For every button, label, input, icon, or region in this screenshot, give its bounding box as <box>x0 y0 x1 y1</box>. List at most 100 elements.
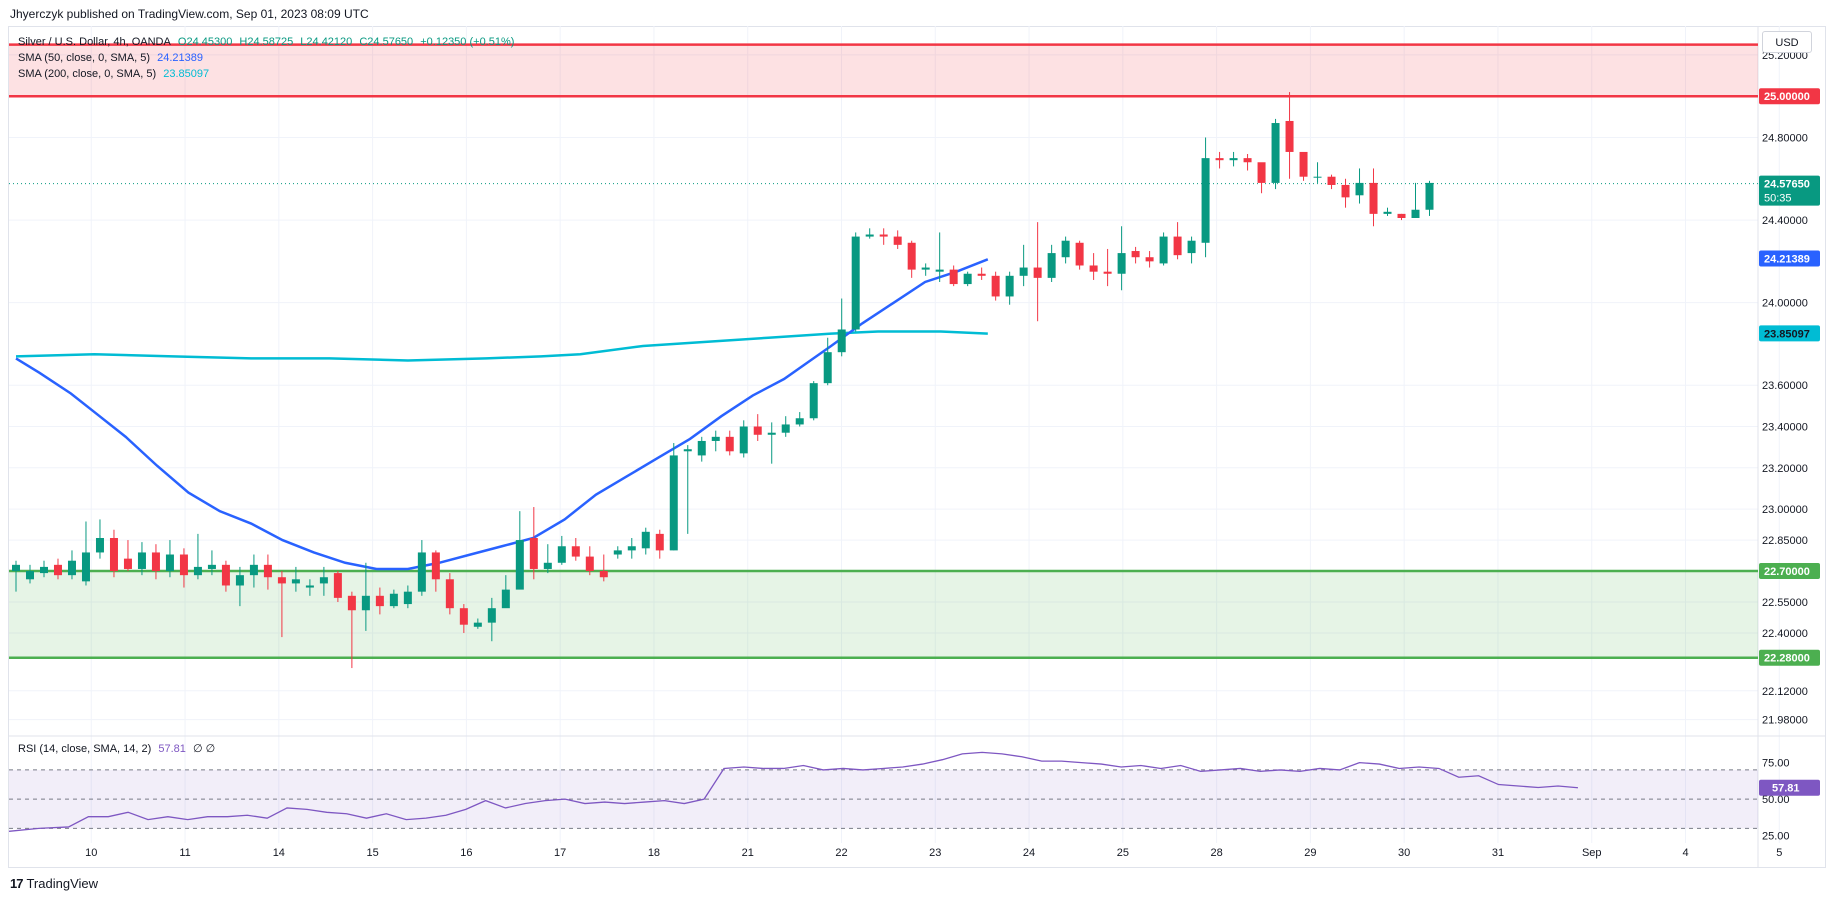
candle <box>95 519 104 559</box>
candle-body <box>977 273 986 276</box>
candle-body <box>207 564 216 569</box>
candle <box>1327 174 1336 190</box>
candle <box>1341 178 1350 208</box>
candle <box>123 540 132 572</box>
candle-body <box>249 564 258 576</box>
candle <box>1145 251 1154 268</box>
legend-low: L24.42120 <box>300 36 353 48</box>
candle <box>221 560 230 592</box>
candle-body <box>767 432 776 435</box>
legend-change: +0.12350 (+0.51%) <box>420 36 515 48</box>
candle-body <box>375 595 384 607</box>
candle <box>1075 240 1084 270</box>
candle-body <box>235 575 244 586</box>
candle <box>487 597 496 642</box>
x-tick-label: 14 <box>273 847 285 859</box>
y-tick-label: 22.85000 <box>1762 535 1808 547</box>
candle-body <box>1117 253 1126 274</box>
candle <box>431 550 440 592</box>
sma50-price-label-bg <box>1759 250 1820 267</box>
candle-body <box>25 571 34 580</box>
x-tick-label: 17 <box>554 847 566 859</box>
x-tick-label: 23 <box>929 847 941 859</box>
rsi-label: RSI (14, close, SMA, 14, 2) <box>18 743 152 755</box>
candle-body <box>487 608 496 623</box>
x-tick-label: 24 <box>1023 847 1035 859</box>
candle <box>67 550 76 580</box>
candle <box>81 521 90 586</box>
candle-body <box>165 554 174 572</box>
candle <box>375 587 384 615</box>
legend-rsi[interactable]: RSI (14, close, SMA, 14, 2) 57.81 ∅ ∅ <box>18 742 219 755</box>
candle <box>1033 222 1042 322</box>
candle <box>977 267 986 280</box>
candle-body <box>543 562 552 569</box>
candle-body <box>1327 176 1336 185</box>
y-tick-label: 23.00000 <box>1762 504 1808 516</box>
current-price-label: 24.57650 50:35 <box>1759 175 1820 206</box>
candle-body <box>389 593 398 607</box>
candle <box>1271 118 1280 190</box>
candle-body <box>263 564 272 578</box>
time-axis[interactable]: 10 11 14 15 16 17 18 21 22 23 24 25 28 29 30 31 Sep 4 5 <box>85 847 1782 859</box>
sma200-price-label: 23.85097 <box>1759 325 1820 342</box>
rsi-tick-label: 25.00 <box>1762 831 1790 843</box>
candle <box>753 414 762 441</box>
x-tick-label: 4 <box>1682 847 1688 859</box>
resistance-price-label: 25.00000 <box>1759 88 1820 105</box>
rsi-pane <box>8 751 1758 832</box>
candle <box>879 228 888 245</box>
sma200-line <box>15 330 988 362</box>
candle-body <box>39 566 48 574</box>
tradingview-logo-icon: 17 <box>10 876 24 891</box>
candle-body <box>1173 236 1182 256</box>
publisher-line: Jhyerczyk published on TradingView.com, … <box>10 7 369 21</box>
support-top-price-label-bg <box>1759 563 1820 580</box>
currency-button[interactable]: USD <box>1762 31 1812 53</box>
candle-body <box>627 546 636 551</box>
candle <box>893 230 902 249</box>
candle-body <box>53 564 62 576</box>
candle-body <box>613 550 622 555</box>
legend-sma50[interactable]: SMA (50, close, 0, SMA, 5) 24.21389 <box>18 52 207 64</box>
sma50-series <box>15 258 989 571</box>
candle-body <box>459 608 468 625</box>
candle-body <box>473 622 482 627</box>
candle <box>39 560 48 578</box>
candle <box>627 538 636 559</box>
candle <box>1061 236 1070 264</box>
candle-body <box>641 531 650 549</box>
candle-body <box>1075 242 1084 266</box>
candle-body <box>515 540 524 590</box>
legend-sma200[interactable]: SMA (200, close, 0, SMA, 5) 23.85097 <box>18 68 213 80</box>
legend-symbol[interactable]: Silver / U.S. Dollar, 4h, OANDA <box>18 36 171 48</box>
x-tick-label: 29 <box>1304 847 1316 859</box>
candle-body <box>1187 240 1196 254</box>
candle <box>319 566 328 596</box>
x-tick-label: 21 <box>742 847 754 859</box>
candle-body <box>851 236 860 330</box>
legend-main: Silver / U.S. Dollar, 4h, OANDA O24.4530… <box>18 36 518 48</box>
candle-body <box>277 577 286 584</box>
candle <box>249 554 258 588</box>
candle <box>263 554 272 590</box>
rsi-tick-label: 75.00 <box>1762 758 1790 770</box>
candle <box>921 263 930 276</box>
candle <box>1215 151 1224 169</box>
candle <box>361 562 370 631</box>
candle-body <box>151 552 160 572</box>
candle-body <box>879 234 888 237</box>
candle-body <box>1089 265 1098 272</box>
rsi-price-label-text: 57.81 <box>1772 783 1800 795</box>
grid-lines <box>9 26 1826 868</box>
candle-body <box>795 418 804 425</box>
candle <box>1397 213 1406 221</box>
x-tick-label: 5 <box>1776 847 1782 859</box>
footer-brand[interactable]: 17 TradingView <box>10 876 98 891</box>
candle-body <box>361 595 370 611</box>
rsi-value: 57.81 <box>158 743 186 755</box>
candle-body <box>809 383 818 419</box>
rsi-line <box>8 751 1578 832</box>
price-axis[interactable]: 25.2000024.8000024.4000024.0000023.60000… <box>1762 50 1808 843</box>
